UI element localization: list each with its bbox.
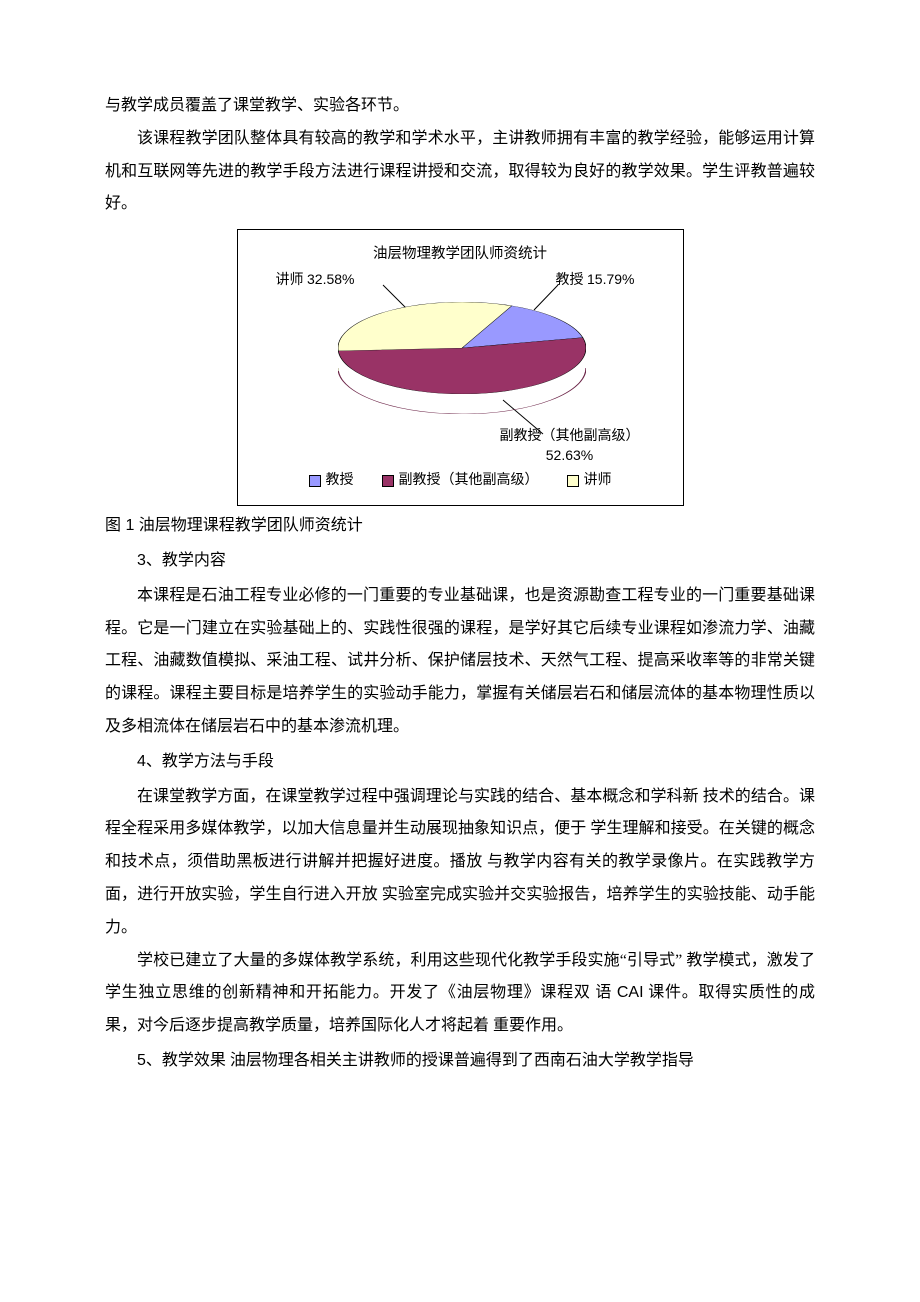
pie-top xyxy=(338,302,586,394)
section-3-title: 、教学内容 xyxy=(146,552,226,569)
paragraph-team-quality: 该课程教学团队整体具有较高的教学和学术水平，主讲教师拥有丰富的教学经验，能够运用… xyxy=(105,123,815,221)
legend-label: 教授 xyxy=(326,467,354,496)
section-3-num: 3 xyxy=(137,552,146,569)
document-page: 与教学成员覆盖了课堂教学、实验各环节。 该课程教学团队整体具有较高的教学和学术水… xyxy=(0,0,920,1120)
pie-body xyxy=(338,302,586,414)
paragraph-section-4b: 学校已建立了大量的多媒体教学系统，利用这些现代化教学手段实施“引导式” 教学模式… xyxy=(105,945,815,1043)
section-4-title: 、教学方法与手段 xyxy=(146,753,274,770)
legend-swatch xyxy=(309,475,321,487)
section-3-heading: 3、教学内容 xyxy=(105,545,815,578)
section-4-num: 4 xyxy=(137,753,146,770)
section-5-title: 、教学效果 油层物理各相关主讲教师的授课普遍得到了西南石油大学教学指导 xyxy=(146,1052,694,1069)
section-5-heading: 5、教学效果 油层物理各相关主讲教师的授课普遍得到了西南石油大学教学指导 xyxy=(105,1045,815,1078)
legend-item-jiangshi: 讲师 xyxy=(567,467,612,496)
section-4-heading: 4、教学方法与手段 xyxy=(105,746,815,779)
chart-title: 油层物理教学团队师资统计 xyxy=(238,240,683,270)
pie-label-fujiaoshou-name: 副教授（其他副高级） xyxy=(500,428,640,446)
legend-swatch xyxy=(567,475,579,487)
pie-label-jiangshi-pct: 32.58% xyxy=(307,271,354,287)
pie-label-jiaoshou-name: 教授 xyxy=(556,273,584,288)
pie-label-fujiaoshou: 副教授（其他副高级） 52.63% xyxy=(500,428,640,464)
paragraph-continuation: 与教学成员覆盖了课堂教学、实验各环节。 xyxy=(105,90,815,123)
paragraph-section-3: 本课程是石油工程专业必修的一门重要的专业基础课，也是资源勘查工程专业的一门重要基… xyxy=(105,580,815,744)
legend-item-fujiaoshou: 副教授（其他副高级） xyxy=(382,467,539,496)
legend-label: 副教授（其他副高级） xyxy=(399,467,539,496)
paragraph-section-4a: 在课堂教学方面，在课堂教学过程中强调理论与实践的结合、基本概念和学科新 技术的结… xyxy=(105,781,815,945)
legend-label: 讲师 xyxy=(584,467,612,496)
pie-label-fujiaoshou-pct: 52.63% xyxy=(500,446,640,464)
pie-label-jiangshi: 讲师 32.58% xyxy=(276,270,355,290)
p4b-cai: CAI xyxy=(617,984,644,1001)
section-5-num: 5 xyxy=(137,1052,146,1069)
figure-caption: 图 1 油层物理课程教学团队师资统计 xyxy=(105,510,815,543)
faculty-pie-chart: 油层物理教学团队师资统计 讲师 32.58% 教授 15.79% 副教授（其他副… xyxy=(237,229,684,506)
pie-label-jiaoshou: 教授 15.79% xyxy=(556,270,635,290)
figure-caption-text: 油层物理课程教学团队师资统计 xyxy=(134,517,362,534)
pie-label-jiangshi-name: 讲师 xyxy=(276,273,304,288)
legend-swatch xyxy=(382,475,394,487)
pie-label-jiaoshou-pct: 15.79% xyxy=(587,271,634,287)
figure-caption-prefix: 图 xyxy=(105,517,125,534)
chart-legend: 教授 副教授（其他副高级） 讲师 xyxy=(238,467,683,496)
legend-item-jiaoshou: 教授 xyxy=(309,467,354,496)
